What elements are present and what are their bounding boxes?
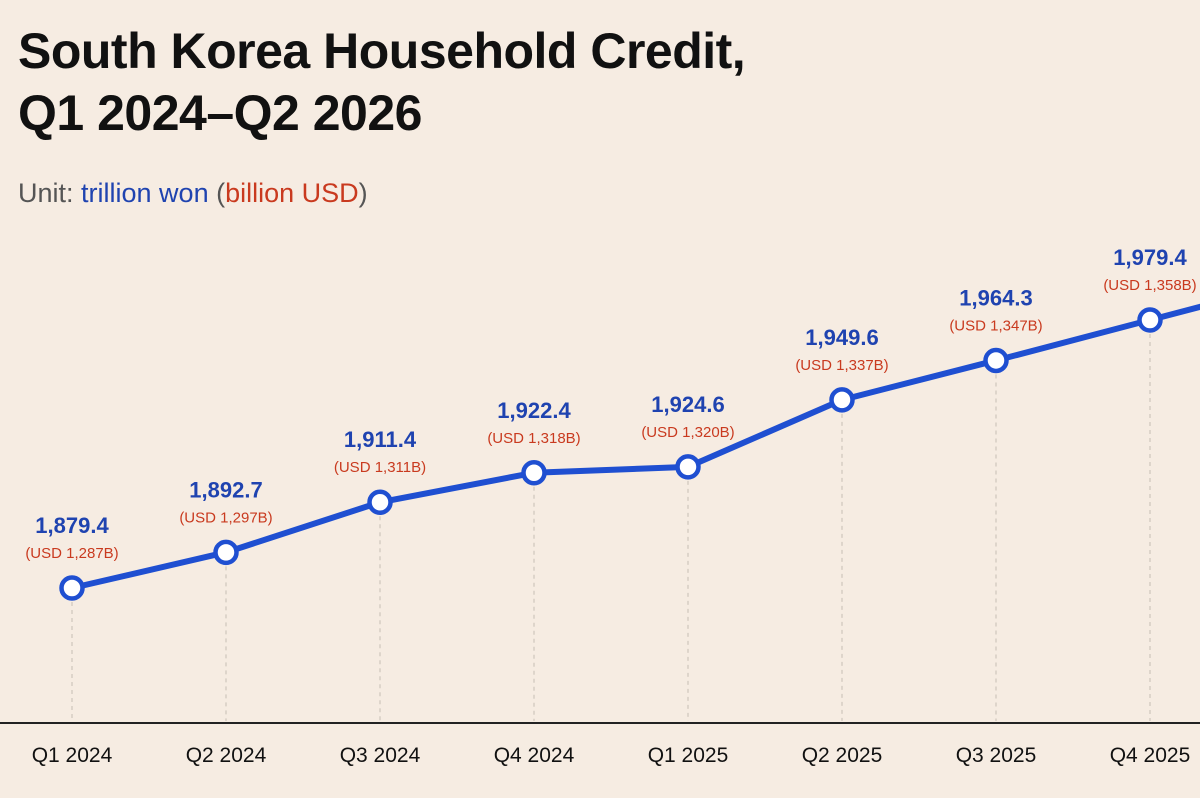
value-label: 1,911.4: [344, 427, 417, 452]
x-tick-label: Q1 2025: [648, 744, 729, 767]
usd-label: (USD 1,320B): [641, 424, 734, 441]
x-tick-label: Q4 2024: [494, 744, 575, 767]
usd-label: (USD 1,347B): [949, 317, 1042, 334]
x-tick-label: Q3 2025: [956, 744, 1037, 767]
data-point: [675, 454, 701, 480]
data-point: [367, 489, 393, 515]
data-point: [59, 575, 85, 601]
value-label: 1,922.4: [497, 398, 571, 423]
usd-label: (USD 1,297B): [179, 509, 272, 526]
x-tick-label: Q4 2025: [1110, 744, 1191, 767]
data-point: [1137, 307, 1163, 333]
x-tick-label: Q2 2025: [802, 744, 883, 767]
unit-usd: billion USD: [225, 178, 359, 208]
data-point: [829, 387, 855, 413]
chart-title: South Korea Household Credit, Q1 2024–Q2…: [18, 20, 746, 144]
value-label: 1,924.6: [651, 392, 724, 417]
value-label: 1,964.3: [959, 285, 1032, 310]
data-point: [983, 347, 1009, 374]
data-point: [521, 460, 547, 486]
x-tick-label: Q2 2024: [186, 744, 267, 767]
usd-label: (USD 1,358B): [1103, 277, 1196, 294]
x-tick-label: Q3 2024: [340, 744, 421, 767]
value-label: 1,979.4: [1113, 245, 1187, 270]
usd-label: (USD 1,311B): [334, 459, 426, 476]
series-line: [69, 303, 1200, 591]
value-label: 1,949.6: [805, 325, 878, 350]
usd-label: (USD 1,337B): [795, 357, 888, 374]
usd-label: (USD 1,287B): [25, 545, 118, 562]
unit-won: trillion won: [81, 178, 209, 208]
value-label: 1,892.7: [189, 477, 262, 502]
usd-label: (USD 1,318B): [487, 430, 580, 447]
unit-close-paren: ): [358, 178, 368, 208]
unit-prefix: Unit:: [18, 178, 82, 208]
unit-caption: Unit: trillion won (billion USD): [18, 178, 368, 209]
data-point: [213, 539, 239, 566]
chart-title-line-1: South Korea Household Credit,: [18, 23, 746, 79]
unit-open-paren: (: [208, 178, 226, 208]
value-label: 1,879.4: [35, 513, 109, 538]
x-tick-label: Q1 2024: [32, 744, 113, 767]
chart-title-line-2: Q1 2024–Q2 2026: [18, 85, 422, 141]
